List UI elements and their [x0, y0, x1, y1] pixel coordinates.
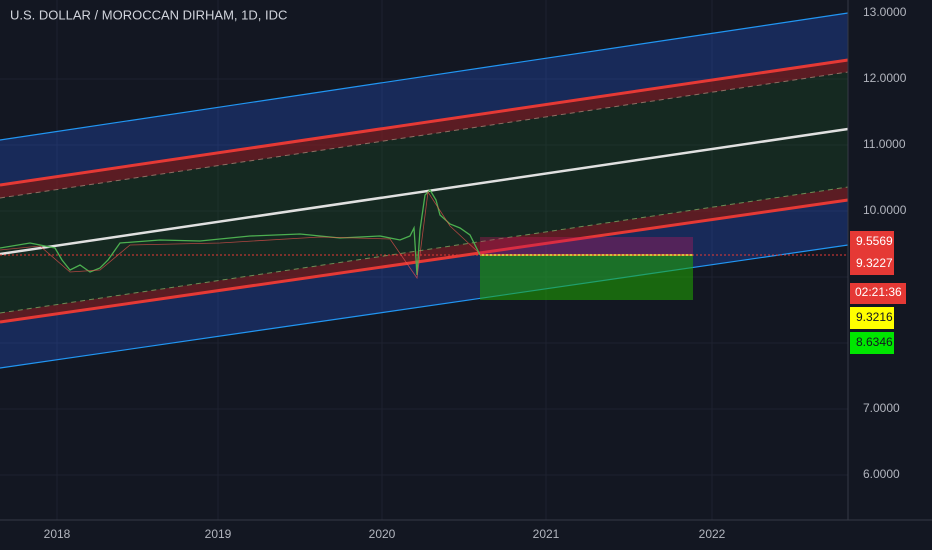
price-series-down	[0, 190, 479, 280]
channel-lines	[0, 12, 849, 369]
price-label: 7.0000	[863, 401, 900, 415]
position-box	[480, 237, 693, 300]
countdown-tag	[850, 283, 906, 304]
time-label: 2022	[699, 527, 726, 541]
time-label: 2018	[44, 527, 71, 541]
price-tag	[850, 307, 894, 329]
countdown-label: 02:21:36	[855, 285, 902, 299]
price-series	[0, 188, 481, 276]
time-label: 2021	[533, 527, 560, 541]
price-label: 11.0000	[863, 137, 906, 151]
price-label: 12.0000	[863, 71, 907, 85]
time-label: 2020	[369, 527, 396, 541]
price-tag-label: 8.6346	[856, 335, 893, 349]
chart-title: U.S. DOLLAR / MOROCCAN DIRHAM, 1D, IDC	[10, 7, 287, 22]
price-tag-label: 9.3227	[856, 256, 893, 270]
price-tag-label: 9.5569	[856, 234, 893, 248]
price-tag	[850, 332, 894, 354]
price-tag	[850, 231, 894, 253]
price-label: 10.0000	[863, 203, 907, 217]
price-tag	[850, 253, 894, 275]
price-label: 13.0000	[863, 5, 907, 19]
price-tag-label: 9.3216	[856, 310, 893, 324]
time-label: 2019	[205, 527, 232, 541]
price-label: 6.0000	[863, 467, 900, 481]
